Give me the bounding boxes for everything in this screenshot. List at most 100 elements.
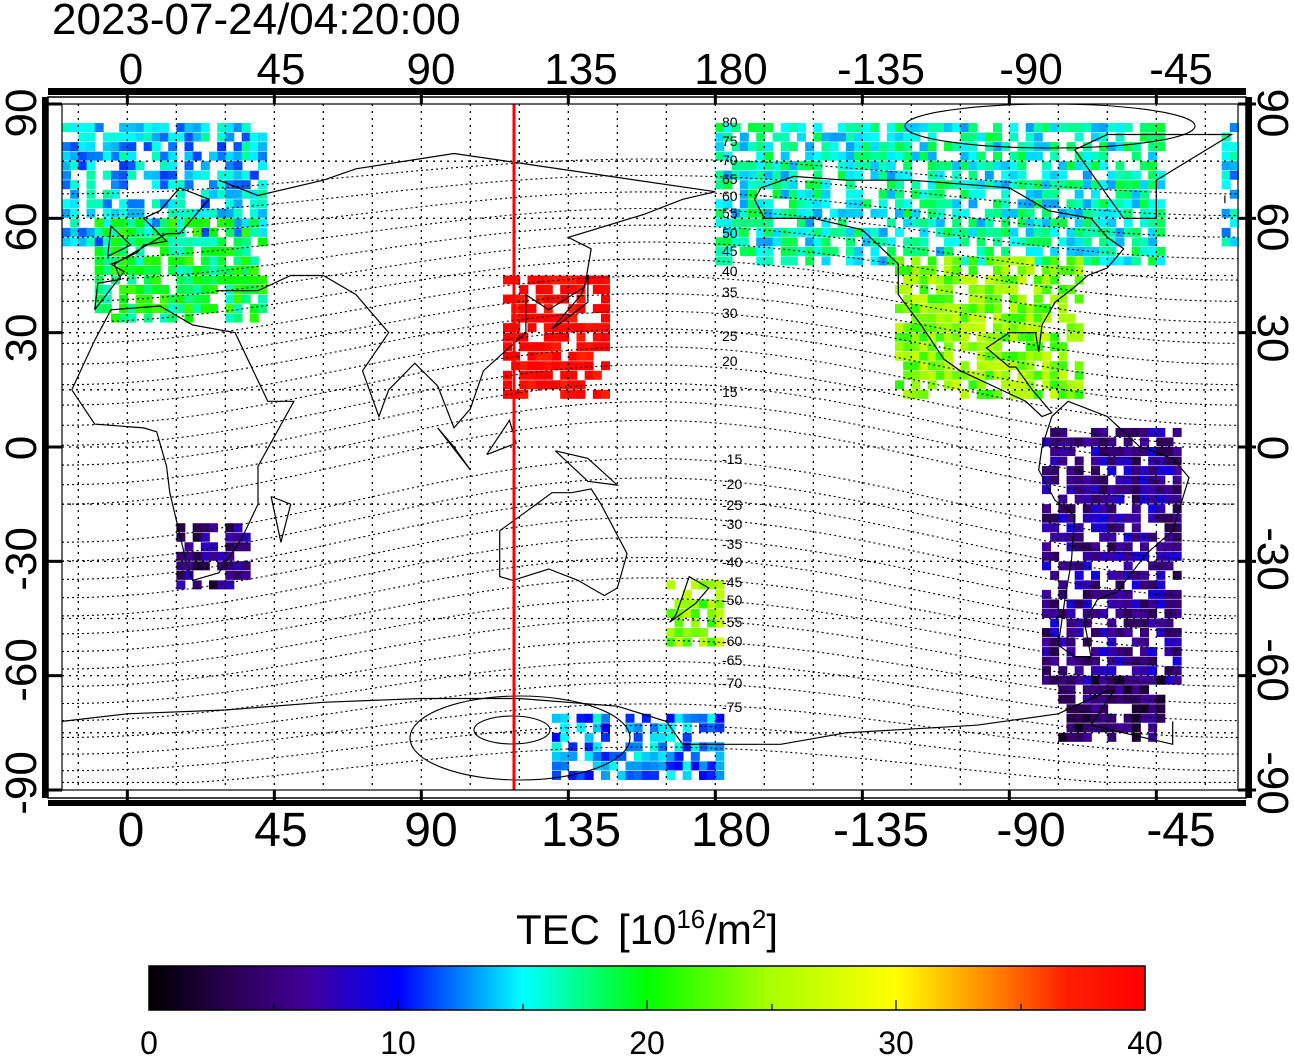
tec-cell xyxy=(805,189,815,199)
tec-cell xyxy=(249,265,259,275)
tec-cell xyxy=(1156,570,1166,580)
tec-cell xyxy=(1107,456,1117,466)
tec-cell xyxy=(1050,437,1060,447)
tec-cell xyxy=(1099,628,1109,638)
tec-cell xyxy=(1058,447,1068,456)
frame-bar-right xyxy=(1246,97,1252,798)
tec-cell xyxy=(1066,123,1076,133)
tec-cell xyxy=(1107,685,1117,695)
tec-cell xyxy=(1091,551,1100,561)
tec-cell xyxy=(1050,380,1060,390)
tec-cell xyxy=(1025,180,1035,190)
tec-cell xyxy=(233,265,243,275)
tec-cell xyxy=(1131,246,1141,256)
tec-cell xyxy=(895,323,904,333)
tec-cell xyxy=(151,275,161,285)
tec-cell xyxy=(241,256,251,266)
tec-cell xyxy=(1091,437,1100,447)
tec-cell xyxy=(1091,580,1100,590)
tec-cell xyxy=(1091,675,1100,685)
tec-cell xyxy=(1123,208,1133,218)
tec-cell xyxy=(1001,199,1011,209)
tec-cell xyxy=(935,246,945,256)
right-lat-tick: -30 xyxy=(1248,527,1294,591)
tec-cell xyxy=(1172,485,1182,495)
tec-cell xyxy=(1082,504,1092,514)
tec-cell xyxy=(821,132,831,142)
tec-cell xyxy=(1066,389,1076,399)
tec-cell xyxy=(968,265,978,275)
tec-cell xyxy=(151,199,161,209)
tec-cell xyxy=(1066,694,1076,704)
tec-cell xyxy=(241,132,251,142)
tec-cell xyxy=(1148,256,1158,266)
tec-cell xyxy=(102,189,112,199)
tec-cell xyxy=(1148,656,1158,666)
tec-cell xyxy=(1140,218,1149,228)
tec-cell xyxy=(927,380,937,390)
tec-cell xyxy=(86,237,96,247)
tec-cell xyxy=(723,237,733,247)
tec-cell xyxy=(62,208,71,218)
tec-cell xyxy=(1082,513,1092,523)
tec-cell xyxy=(1042,542,1051,552)
tec-cell xyxy=(1025,132,1035,142)
top-lon-tick: -90 xyxy=(999,45,1063,94)
contour-label-south: -65 xyxy=(722,652,742,668)
frame-tick xyxy=(1154,88,1158,104)
tec-cell xyxy=(625,713,635,723)
colorbar-unit-exponent-2: 2 xyxy=(752,904,766,934)
tec-cell xyxy=(168,313,178,323)
tec-cell xyxy=(993,208,1002,218)
tec-cell xyxy=(788,142,798,152)
tec-cell xyxy=(739,218,749,228)
tec-cell xyxy=(1050,513,1060,523)
tec-cell xyxy=(764,237,774,247)
tec-cell xyxy=(1082,694,1092,704)
tec-cell xyxy=(748,218,757,228)
tec-cell xyxy=(217,132,227,142)
tec-cell xyxy=(519,294,529,304)
tec-cell xyxy=(1017,351,1027,361)
tec-cell xyxy=(674,608,684,618)
tec-cell xyxy=(821,151,831,161)
tec-cell xyxy=(690,628,700,638)
tec-cell xyxy=(788,199,798,209)
tec-cell xyxy=(1172,666,1182,676)
tec-cell xyxy=(119,237,129,247)
tec-cell xyxy=(1025,389,1035,399)
tec-cell xyxy=(993,370,1002,380)
tec-cell xyxy=(1115,132,1125,142)
tec-cell xyxy=(1148,237,1158,247)
tec-cell xyxy=(666,732,676,742)
tec-cell xyxy=(102,151,112,161)
tec-cell xyxy=(658,751,668,761)
tec-cell xyxy=(192,532,202,542)
tec-cell xyxy=(715,618,725,628)
tec-cell xyxy=(601,285,610,295)
frame-tick xyxy=(44,331,62,335)
tec-cell xyxy=(86,123,96,133)
tec-cell xyxy=(1033,237,1043,247)
tec-cell xyxy=(666,770,676,780)
tec-cell xyxy=(1123,180,1133,190)
tec-cell xyxy=(993,123,1002,133)
tec-cell xyxy=(984,304,994,314)
tec-cell xyxy=(1148,199,1158,209)
tec-cell xyxy=(944,199,953,209)
tec-cell xyxy=(70,199,80,209)
tec-cell xyxy=(176,294,186,304)
tec-cell xyxy=(1131,513,1141,523)
tec-cell xyxy=(225,132,235,142)
tec-cell xyxy=(184,237,194,247)
tec-cell xyxy=(1115,170,1125,180)
tec-cell xyxy=(1058,561,1068,571)
frame-tick xyxy=(44,674,62,678)
tec-cell xyxy=(1066,532,1076,542)
tec-cell xyxy=(70,218,80,228)
tec-cell xyxy=(184,313,194,323)
tec-cell xyxy=(1009,389,1019,399)
tec-cell xyxy=(217,256,227,266)
tec-cell xyxy=(788,237,798,247)
tec-cell xyxy=(1156,180,1166,190)
